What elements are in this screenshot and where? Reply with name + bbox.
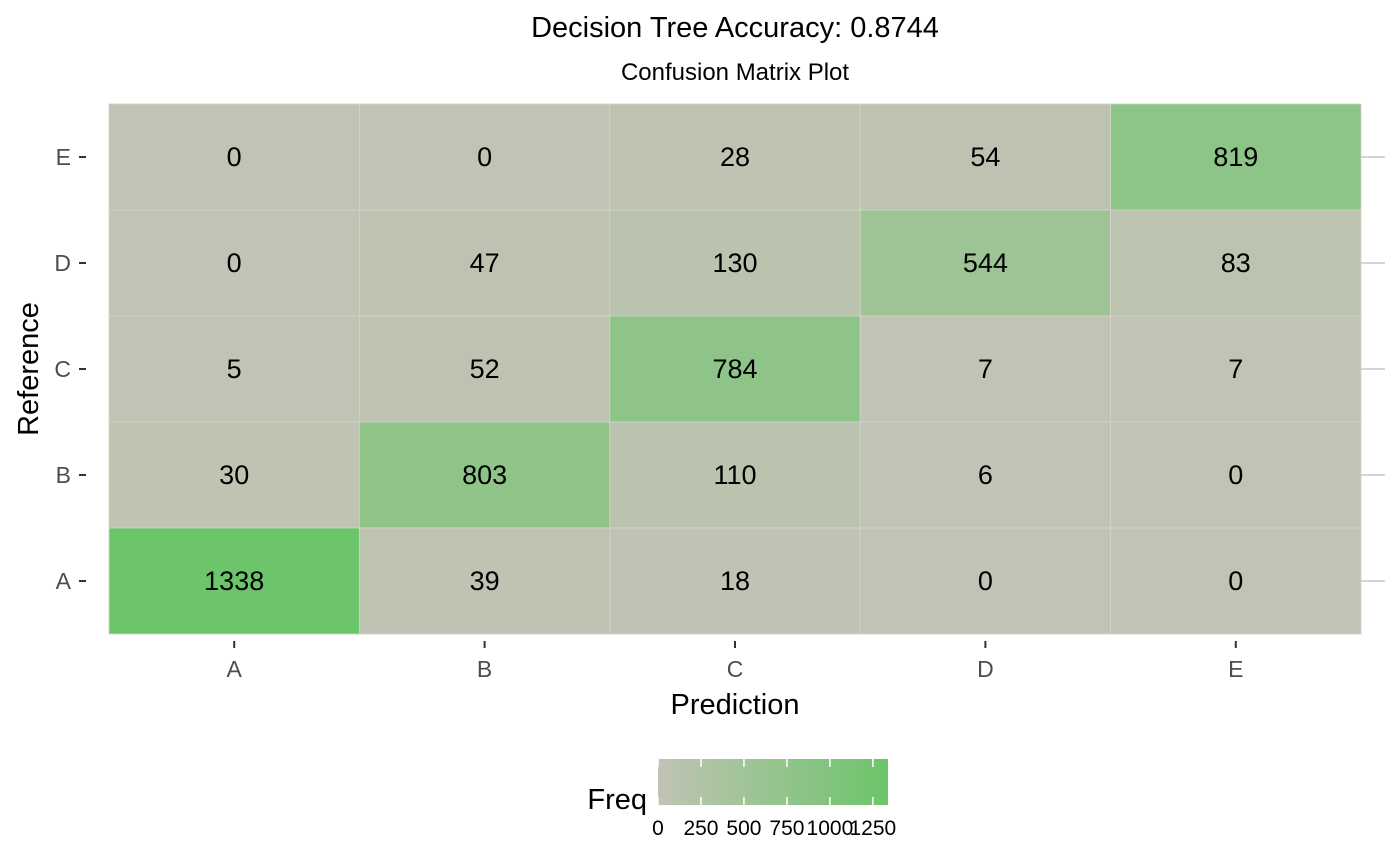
cell-label-c-d: 7	[978, 354, 993, 384]
x-tick-label-c: C	[727, 656, 744, 682]
cell-label-b-c: 110	[713, 460, 756, 490]
cell-label-d-c: 130	[712, 248, 757, 278]
cell-e-c	[609, 103, 861, 211]
cell-c-a	[108, 315, 360, 423]
cell-label-d-d: 544	[963, 248, 1008, 278]
heatmap-cells: 0 0 28 54 819 0 47 130 544 83 5 52 784 7 7 30 803 110 6 0 13…	[108, 103, 1362, 635]
cell-d-a	[108, 209, 360, 317]
cell-c-b	[358, 315, 611, 423]
cell-label-d-b: 47	[470, 248, 500, 278]
cell-label-c-e: 7	[1228, 354, 1243, 384]
cell-e-d	[859, 103, 1112, 211]
cell-c-d	[859, 315, 1112, 423]
y-tick-label-b: B	[56, 462, 71, 488]
y-tick-label-c: C	[54, 356, 71, 382]
cell-label-e-b: 0	[477, 142, 492, 172]
x-axis: A B C D E	[227, 641, 1243, 682]
cell-b-a	[108, 421, 360, 529]
cell-label-a-d: 0	[978, 566, 993, 596]
legend-title: Freq	[587, 784, 647, 816]
cell-b-c	[609, 421, 861, 529]
cell-c-e	[1110, 315, 1362, 423]
cell-label-a-a: 1338	[204, 566, 264, 596]
legend-tick-label-1250: 1250	[850, 817, 897, 840]
y-tick-label-e: E	[56, 144, 71, 170]
cell-d-b	[358, 209, 611, 317]
legend-colorbar	[658, 759, 888, 805]
cell-b-e	[1110, 421, 1362, 529]
x-tick-label-a: A	[227, 656, 243, 682]
cell-a-b	[358, 527, 611, 635]
cell-label-b-d: 6	[978, 460, 993, 490]
cell-a-d	[859, 527, 1112, 635]
chart-subtitle: Confusion Matrix Plot	[621, 59, 849, 86]
x-tick-label-b: B	[477, 656, 492, 682]
x-axis-label: Prediction	[671, 689, 800, 721]
cell-label-b-e: 0	[1228, 460, 1243, 490]
cell-e-a	[108, 103, 360, 211]
legend-tick-label-250: 250	[683, 817, 718, 840]
cell-label-e-c: 28	[720, 142, 750, 172]
legend-tick-label-750: 750	[769, 817, 804, 840]
cell-label-b-a: 30	[219, 460, 249, 490]
y-axis: A B C D E	[54, 144, 86, 594]
legend-tick-label-500: 500	[726, 817, 761, 840]
x-tick-label-e: E	[1228, 656, 1243, 682]
cell-label-e-a: 0	[227, 142, 242, 172]
y-tick-label-a: A	[56, 568, 72, 594]
cell-label-a-b: 39	[470, 566, 500, 596]
cell-label-b-b: 803	[462, 460, 507, 490]
cell-label-a-c: 18	[720, 566, 750, 596]
x-tick-label-d: D	[977, 656, 994, 682]
cell-label-d-a: 0	[227, 248, 242, 278]
cell-e-b	[358, 103, 611, 211]
cell-c-c	[609, 315, 861, 423]
cell-b-b	[358, 421, 611, 529]
cell-label-e-e: 819	[1213, 142, 1258, 172]
cell-label-a-e: 0	[1228, 566, 1243, 596]
cell-label-c-a: 5	[227, 354, 242, 384]
cell-e-e	[1110, 103, 1362, 211]
cell-b-d	[859, 421, 1112, 529]
cell-a-c	[609, 527, 861, 635]
legend-tick-label-0: 0	[652, 817, 664, 840]
cell-label-c-c: 784	[712, 354, 757, 384]
cell-a-e	[1110, 527, 1362, 635]
cell-d-e	[1110, 209, 1362, 317]
cell-d-d	[859, 209, 1112, 317]
y-tick-label-d: D	[54, 250, 71, 276]
chart-title: Decision Tree Accuracy: 0.8744	[531, 12, 939, 44]
y-axis-label: Reference	[13, 302, 45, 436]
cell-label-c-b: 52	[470, 354, 500, 384]
cell-label-e-d: 54	[970, 142, 1000, 172]
cell-a-a	[108, 527, 360, 635]
legend-tick-label-1000: 1000	[807, 817, 854, 840]
cell-label-d-e: 83	[1221, 248, 1251, 278]
